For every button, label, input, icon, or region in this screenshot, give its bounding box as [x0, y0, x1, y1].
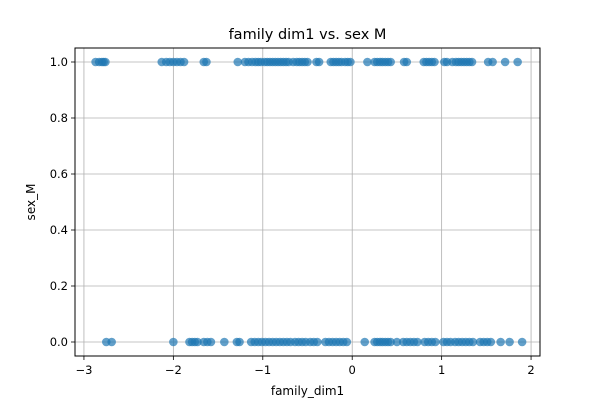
data-point [486, 337, 496, 347]
data-point [107, 337, 116, 347]
data-point [467, 57, 477, 67]
x-tick-label: 2 [527, 363, 534, 377]
y-tick-label: 1.0 [50, 55, 68, 69]
grid [75, 48, 540, 356]
data-point [402, 57, 412, 67]
data-point [169, 337, 178, 347]
data-point [303, 57, 312, 67]
data-point [360, 337, 370, 347]
data-point [101, 57, 110, 67]
x-tick-label: −2 [165, 363, 182, 377]
data-point [363, 57, 372, 67]
x-tick-label: −3 [75, 363, 92, 377]
data-point [193, 337, 202, 347]
data-point [179, 57, 189, 67]
data-point [505, 337, 514, 347]
y-tick-label: 0.6 [50, 167, 68, 181]
data-point [202, 57, 211, 67]
data-point [500, 57, 510, 67]
y-tick-label: 0.8 [50, 111, 68, 125]
data-point [517, 337, 527, 347]
data-point [468, 337, 478, 347]
data-point [413, 337, 422, 347]
data-point [431, 337, 440, 347]
data-point [488, 57, 497, 67]
y-axis-label: sex_M [24, 184, 38, 221]
data-point [386, 57, 395, 67]
x-tick-label: 1 [438, 363, 445, 377]
plot-frame [74, 47, 541, 357]
data-point [206, 337, 216, 347]
x-axis-label: family_dim1 [271, 384, 344, 398]
data-point [313, 337, 322, 347]
data-point [235, 337, 244, 347]
axis-ticks: −3 −2 −1 0 1 2 0.0 0.2 0.4 0.6 0.8 1.0 [50, 55, 535, 377]
chart-title: family dim1 vs. sex M [229, 27, 387, 43]
data-point [346, 57, 355, 67]
y-tick-label: 0.2 [50, 279, 68, 293]
x-tick-label: −1 [254, 363, 271, 377]
data-points [91, 57, 527, 347]
data-point [386, 337, 395, 347]
data-point [342, 337, 352, 347]
data-point [233, 57, 243, 67]
data-point [430, 57, 439, 67]
x-tick-label: 0 [349, 363, 356, 377]
y-tick-label: 0.0 [50, 335, 68, 349]
data-point [513, 57, 522, 67]
data-point [496, 337, 505, 347]
y-tick-label: 0.4 [50, 223, 68, 237]
data-point [220, 337, 229, 347]
data-point [314, 57, 324, 67]
data-point [392, 337, 402, 347]
